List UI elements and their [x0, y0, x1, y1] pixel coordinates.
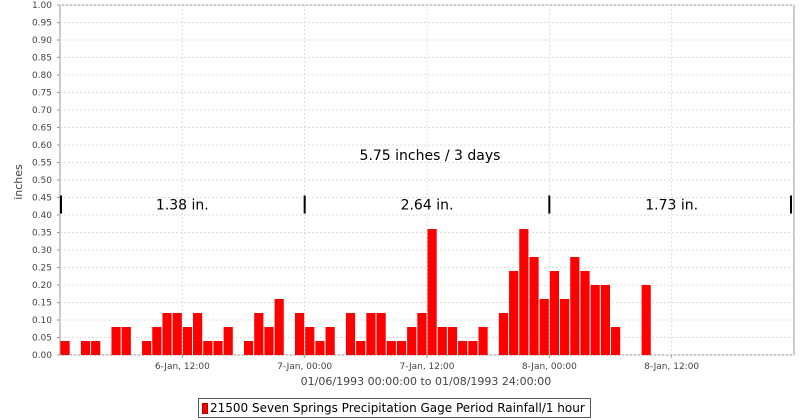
y-tick-label: 0.25 — [32, 264, 52, 274]
legend: 21500 Seven Springs Precipitation Gage P… — [198, 398, 591, 418]
rain-bar — [244, 341, 254, 355]
rain-bar — [529, 257, 539, 355]
rain-bar — [356, 341, 366, 355]
y-tick-label: 0.60 — [32, 141, 52, 151]
y-tick-label: 0.95 — [32, 19, 52, 29]
rain-bar — [509, 271, 519, 355]
daily-total-label: 1.73 in. — [645, 198, 698, 214]
rain-bar — [121, 327, 131, 355]
y-tick-label: 0.30 — [32, 246, 52, 256]
rain-bar — [254, 313, 264, 355]
bars — [60, 229, 651, 355]
y-tick-label: 0.50 — [32, 176, 52, 186]
rain-bar — [325, 327, 335, 355]
y-axis-label: inches — [12, 164, 25, 200]
y-tick-label: 0.70 — [32, 106, 52, 116]
rain-bar — [468, 341, 478, 355]
total-rainfall-annotation: 5.75 inches / 3 days — [360, 148, 501, 164]
daily-total-label: 2.64 in. — [401, 198, 454, 214]
rain-bar — [193, 313, 203, 355]
y-tick-label: 0.15 — [32, 299, 52, 309]
rain-bar — [142, 341, 152, 355]
y-tick-label: 0.40 — [32, 211, 52, 221]
rain-bar — [478, 327, 488, 355]
x-tick-label: 6-Jan, 12:00 — [155, 362, 210, 372]
rain-bar — [498, 313, 509, 355]
rain-bar — [437, 327, 447, 355]
rain-bar — [560, 299, 570, 355]
rainfall-chart: 0.00 0.05 0.10 0.15 0.20 0.25 0.30 0.35 0.40 0.45… — [12, 1, 795, 388]
rain-bar — [366, 313, 376, 355]
x-tick-label: 8-Jan, 12:00 — [644, 362, 699, 372]
rain-bar — [111, 327, 121, 355]
y-tick-label: 0.80 — [32, 71, 52, 81]
rain-bar — [223, 327, 233, 355]
y-tick-label: 0.65 — [32, 124, 52, 134]
rain-bar — [519, 229, 529, 355]
legend-label: 21500 Seven Springs Precipitation Gage P… — [210, 401, 585, 415]
legend-swatch — [202, 402, 208, 414]
y-tick-label: 0.90 — [32, 36, 52, 46]
rain-bar — [182, 327, 193, 355]
y-tick-label: 0.00 — [32, 351, 52, 361]
rain-bar — [570, 257, 580, 355]
x-axis-label: 01/06/1993 00:00:00 to 01/08/1993 24:00:… — [301, 375, 552, 388]
rain-bar — [172, 313, 182, 355]
x-tick-label: 7-Jan, 12:00 — [399, 362, 454, 372]
rain-bar — [417, 313, 427, 355]
rain-bar — [396, 341, 407, 355]
rain-bar — [80, 341, 91, 355]
x-axis-ticks: 6-Jan, 12:00 7-Jan, 00:00 7-Jan, 12:00 8-Ja… — [155, 355, 699, 372]
daily-total-label: 1.38 in. — [156, 198, 209, 214]
rain-bar — [162, 313, 172, 355]
rain-bar — [60, 341, 70, 355]
daily-totals: 1.38 in. 2.64 in. 1.73 in. — [60, 195, 792, 214]
rain-bar — [549, 271, 560, 355]
y-axis-ticks: 0.00 0.05 0.10 0.15 0.20 0.25 0.30 0.35 0.40 0.45… — [32, 1, 60, 361]
rain-bar — [447, 327, 458, 355]
y-tick-label: 0.45 — [32, 194, 52, 204]
rain-bar — [274, 299, 284, 355]
x-tick-label: 7-Jan, 00:00 — [277, 362, 332, 372]
rain-bar — [580, 271, 590, 355]
rain-bar — [427, 229, 437, 355]
y-tick-label: 0.05 — [32, 334, 52, 344]
rain-bar — [345, 313, 356, 355]
y-tick-label: 0.10 — [32, 316, 52, 326]
y-tick-label: 0.75 — [32, 89, 52, 99]
rain-bar — [91, 341, 101, 355]
rain-bar — [600, 285, 610, 355]
rain-bar — [203, 341, 213, 355]
rain-bar — [294, 313, 305, 355]
rain-bar — [376, 313, 386, 355]
y-tick-label: 0.35 — [32, 229, 52, 239]
rain-bar — [305, 327, 315, 355]
rain-bar — [315, 341, 325, 355]
rain-bar — [458, 341, 468, 355]
rain-bar — [641, 285, 651, 355]
y-tick-label: 0.55 — [32, 159, 52, 169]
x-tick-label: 8-Jan, 00:00 — [522, 362, 577, 372]
rain-bar — [264, 327, 274, 355]
y-tick-label: 1.00 — [32, 1, 52, 11]
rain-bar — [386, 341, 396, 355]
plot-area — [59, 4, 795, 356]
y-tick-label: 0.85 — [32, 54, 52, 64]
rain-bar — [539, 299, 549, 355]
rain-bar — [611, 327, 621, 355]
rain-bar — [590, 285, 600, 355]
rain-bar — [407, 327, 417, 355]
y-tick-label: 0.20 — [32, 281, 52, 291]
rain-bar — [213, 341, 223, 355]
rain-bar — [152, 327, 162, 355]
